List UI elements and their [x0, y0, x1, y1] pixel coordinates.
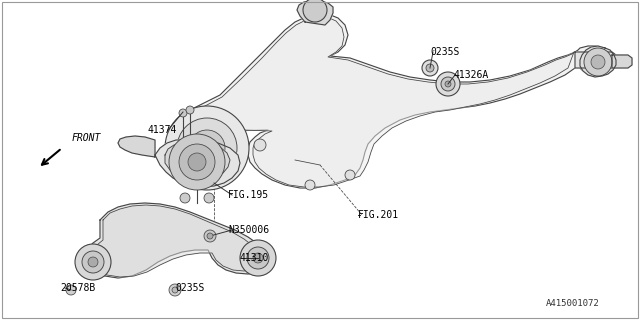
Circle shape	[172, 287, 178, 293]
Text: 41374: 41374	[148, 125, 177, 135]
Circle shape	[240, 240, 276, 276]
Text: FIG.201: FIG.201	[358, 210, 399, 220]
Circle shape	[584, 48, 612, 76]
Polygon shape	[178, 14, 614, 188]
Circle shape	[591, 55, 605, 69]
Circle shape	[204, 193, 214, 203]
Text: FIG.195: FIG.195	[228, 190, 269, 200]
Circle shape	[88, 257, 98, 267]
Circle shape	[445, 81, 451, 87]
Polygon shape	[85, 203, 268, 278]
Circle shape	[303, 0, 327, 22]
Circle shape	[179, 144, 215, 180]
Circle shape	[305, 180, 315, 190]
Circle shape	[436, 72, 460, 96]
Circle shape	[189, 130, 225, 166]
Circle shape	[186, 106, 194, 114]
Circle shape	[345, 170, 355, 180]
Text: 0235S: 0235S	[430, 47, 460, 57]
Polygon shape	[89, 205, 261, 277]
Circle shape	[169, 134, 225, 190]
Circle shape	[188, 153, 206, 171]
Polygon shape	[118, 136, 155, 157]
Circle shape	[247, 247, 269, 269]
Circle shape	[207, 233, 213, 239]
Circle shape	[422, 60, 438, 76]
Circle shape	[204, 230, 216, 242]
Circle shape	[180, 193, 190, 203]
Text: N350006: N350006	[228, 225, 269, 235]
Circle shape	[441, 77, 455, 91]
Text: 0235S: 0235S	[175, 283, 204, 293]
Polygon shape	[155, 140, 240, 187]
Polygon shape	[575, 52, 616, 68]
Circle shape	[165, 106, 249, 190]
Text: FRONT: FRONT	[72, 133, 101, 143]
Polygon shape	[612, 55, 632, 68]
Circle shape	[82, 251, 104, 273]
Text: 41326A: 41326A	[453, 70, 488, 80]
Circle shape	[426, 64, 434, 72]
Circle shape	[199, 140, 215, 156]
Text: A415001072: A415001072	[547, 299, 600, 308]
Circle shape	[169, 284, 181, 296]
Polygon shape	[184, 17, 574, 187]
Text: 20578B: 20578B	[60, 283, 95, 293]
Circle shape	[75, 244, 111, 280]
Polygon shape	[297, 1, 333, 25]
Polygon shape	[580, 46, 616, 77]
Circle shape	[177, 118, 237, 178]
Text: 41310: 41310	[240, 253, 269, 263]
Circle shape	[253, 253, 263, 263]
Circle shape	[254, 139, 266, 151]
Circle shape	[179, 109, 187, 117]
Polygon shape	[165, 142, 230, 181]
Circle shape	[66, 285, 76, 295]
